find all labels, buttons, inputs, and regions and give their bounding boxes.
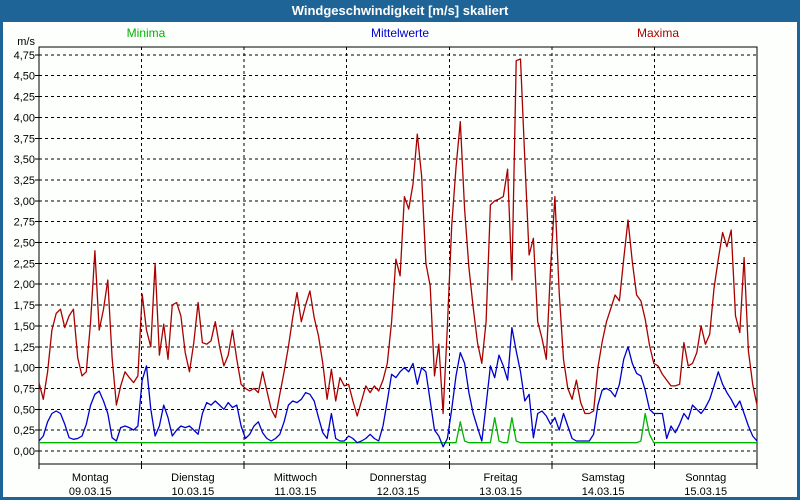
x-date-label: 14.03.15	[582, 486, 625, 498]
x-day-label: Dienstag	[171, 472, 214, 484]
x-date-label: 15.03.15	[684, 486, 727, 498]
y-tick-label: 4,75	[14, 50, 35, 62]
y-tick-label: 3,50	[14, 154, 35, 166]
y-tick-label: 1,25	[14, 342, 35, 354]
window-border-bottom	[0, 497, 800, 500]
y-tick-label: 4,25	[14, 92, 35, 104]
y-tick-label: 2,00	[14, 279, 35, 291]
y-tick-label: 0,25	[14, 425, 35, 437]
y-tick-label: 3,75	[14, 133, 35, 145]
y-tick-label: 3,00	[14, 196, 35, 208]
x-date-label: 09.03.15	[69, 486, 112, 498]
y-tick-label: 4,50	[14, 71, 35, 83]
series-line-mittelwerte	[38, 326, 758, 448]
series-line-minima	[39, 412, 757, 444]
legend-maxima: Maxima	[636, 26, 680, 40]
y-tick-label: 2,75	[14, 217, 35, 229]
legend-mittelwerte: Mittelwerte	[370, 26, 430, 40]
window-border-left	[0, 22, 3, 500]
x-date-label: 13.03.15	[479, 486, 522, 498]
x-day-label: Freitag	[483, 472, 517, 484]
window-titlebar: Windgeschwindigkeit [m/s] skaliert	[0, 0, 800, 22]
x-day-label: Samstag	[581, 472, 624, 484]
y-tick-label: 1,75	[14, 300, 35, 312]
y-axis-unit-label: m/s	[17, 36, 35, 48]
y-tick-label: 0,75	[14, 383, 35, 395]
y-tick-label: 4,00	[14, 112, 35, 124]
x-date-label: 10.03.15	[171, 486, 214, 498]
x-day-label: Sonntag	[685, 472, 726, 484]
y-tick-label: 0,50	[14, 404, 35, 416]
y-tick-label: 2,50	[14, 238, 35, 250]
x-day-label: Montag	[72, 472, 109, 484]
x-day-label: Donnerstag	[370, 472, 427, 484]
series-line-maxima	[38, 58, 758, 419]
y-tick-label: 3,25	[14, 175, 35, 187]
x-date-label: 12.03.15	[377, 486, 420, 498]
legend-minima: Minima	[126, 26, 166, 40]
y-tick-label: 2,25	[14, 258, 35, 270]
y-tick-label: 1,00	[14, 363, 35, 375]
x-date-label: 11.03.15	[274, 486, 316, 498]
y-tick-label: 1,50	[14, 321, 35, 333]
y-tick-label: 0,00	[14, 446, 35, 458]
x-day-label: Mittwoch	[274, 472, 317, 484]
window-title: Windgeschwindigkeit [m/s] skaliert	[291, 3, 509, 18]
window-border-right	[797, 22, 800, 500]
